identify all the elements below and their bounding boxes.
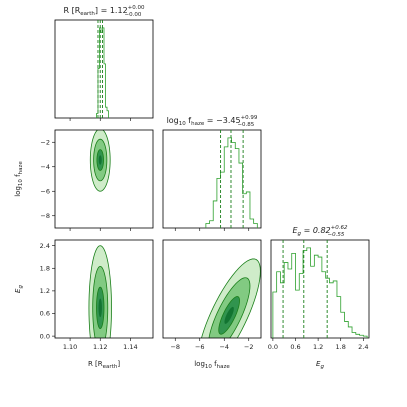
histogram-panel-log10_fhaze: log10 fhaze = −3.45+0.99 −0.85 [162, 115, 262, 229]
panel-title-log10_fhaze-part: haze [191, 121, 205, 127]
contour-core [224, 306, 234, 324]
y-axis-label-log10-fhaze-part: haze [18, 161, 24, 175]
panel-title-Eg: Eg = 0.82+0.62 −0.55 [292, 225, 348, 238]
x-tick-label: 1.14 [123, 343, 137, 351]
histogram-panel-Eg: Eg = 0.82+0.62 −0.55 [270, 225, 370, 339]
y-tick-label: 0.0 [40, 332, 50, 340]
y-axis-label-Eg: Eg [14, 285, 24, 293]
panel-frame [270, 239, 370, 339]
panel-title-log10_fhaze-part: f [186, 116, 192, 125]
y-ticks-Eg: 0.0 0.6 1.2 1.8 2.4 [40, 242, 55, 340]
title-minus-uncertainty: −0.00 [125, 12, 142, 18]
panel-title-Eg-part: = 0.82 [301, 226, 331, 235]
x-ticks-R-row1 [69, 228, 131, 231]
x-ticks-log10_fhaze-row1 [174, 228, 250, 231]
y-axis-label-log10-fhaze-part: f [14, 174, 22, 179]
y-tick-label: −8 [40, 212, 50, 220]
x-axis-label-log10-fhaze: log10 fhaze [194, 360, 230, 370]
panel-title-log10_fhaze-part: 10 [179, 121, 186, 127]
x-tick-label: −4 [219, 343, 229, 351]
x-tick-label: 1.8 [336, 343, 346, 351]
x-axis-label-log10-fhaze-part: log [194, 360, 205, 368]
x-axis-label-R-part: ] [117, 360, 120, 368]
x-axis-label-log10-fhaze-part: f [212, 360, 217, 368]
y-tick-label: 0.6 [40, 310, 50, 318]
panel-title-Eg-part: E [292, 226, 298, 235]
x-tick-label: −2 [244, 343, 254, 351]
contour-core [98, 155, 102, 165]
y-tick-label: −6 [40, 187, 50, 195]
contour-panel-row2_col0 [54, 239, 154, 339]
y-tick-label: 1.8 [40, 264, 50, 272]
histogram-step-line [205, 137, 258, 228]
panel-frame [54, 19, 154, 119]
panel-title-Eg-part: +0.62 [331, 225, 348, 231]
contour-panel-row2_col1 [162, 239, 262, 339]
x-axis-label-Eg-part: g [320, 364, 324, 370]
x-tick-label: 0.6 [290, 343, 300, 351]
panel-title-R-part: +0.00 [128, 5, 145, 11]
panel-title-Eg-part: g [298, 231, 302, 237]
histogram-step-line [272, 247, 368, 338]
contour-core [98, 298, 102, 318]
title-minus-uncertainty: −0.55 [328, 232, 345, 238]
panel-frame [162, 239, 262, 339]
y-axis-label-log10-fhaze-part: log [14, 186, 22, 197]
x-tick-label: 2.4 [358, 343, 368, 351]
x-axis-label-log10-fhaze-part: 10 [205, 364, 212, 370]
x-tick-label: 0.0 [268, 343, 278, 351]
x-ticks-Eg-row2: 0.0 0.6 1.2 1.8 2.4 [268, 338, 369, 351]
x-ticks-R-row2: 1.10 1.12 1.14 [63, 338, 138, 351]
panel-frame [54, 239, 154, 339]
histogram-panel-R: R [Rearth] = 1.12+0.00 −0.00 [54, 5, 154, 119]
y-tick-label: −2 [40, 138, 50, 146]
panel-title-log10_fhaze-part: +0.99 [241, 115, 258, 121]
panel-title-log10_fhaze-part: log [167, 116, 179, 125]
y-axis-label-log10-fhaze: log10 fhaze [14, 161, 24, 197]
panel-title-R-part: R [R [63, 6, 80, 15]
x-tick-label: 1.10 [63, 343, 77, 351]
x-axis-label-R: R [Rearth] [88, 360, 120, 370]
y-ticks-log10_fhaze: −8 −6 −4 −2 [40, 138, 55, 220]
x-tick-label: 1.12 [93, 343, 107, 351]
x-axis-label-R-part: R [R [88, 360, 103, 368]
y-axis-label-log10-fhaze-part: 10 [18, 179, 24, 186]
x-tick-label: −6 [195, 343, 205, 351]
contour-panel-row1_col0 [54, 129, 154, 229]
y-axis-label-Eg-part: E [14, 288, 22, 293]
y-axis-label-Eg-part: g [18, 285, 24, 289]
x-axis-label-R-part: earth [103, 364, 118, 370]
x-axis-label-Eg: Eg [316, 360, 324, 370]
x-axis-label-Eg-part: E [316, 360, 321, 368]
y-tick-label: −4 [40, 163, 50, 171]
y-tick-label: 2.4 [40, 242, 50, 250]
panel-title-R-part: ] = [95, 6, 110, 15]
panel-title-R-part: 1.12 [110, 6, 128, 15]
y-tick-label: 1.2 [40, 287, 50, 295]
panel-frame [162, 129, 262, 229]
title-minus-uncertainty: −0.85 [237, 122, 254, 128]
x-ticks-R-row0 [69, 118, 131, 121]
x-tick-label: 1.2 [313, 343, 323, 351]
panel-title-log10_fhaze: log10 fhaze = −3.45+0.99 −0.85 [167, 115, 258, 128]
panel-title-R-part: earth [80, 11, 95, 17]
x-tick-label: −8 [170, 343, 180, 351]
panel-frame [54, 129, 154, 229]
x-axis-label-log10-fhaze-part: haze [217, 364, 231, 370]
x-ticks-log10_fhaze-row2: −8 −6 −4 −2 [170, 338, 254, 351]
panel-title-R: R [Rearth] = 1.12+0.00 −0.00 [63, 5, 145, 18]
panel-title-log10_fhaze-part: = −3.45 [204, 116, 240, 125]
